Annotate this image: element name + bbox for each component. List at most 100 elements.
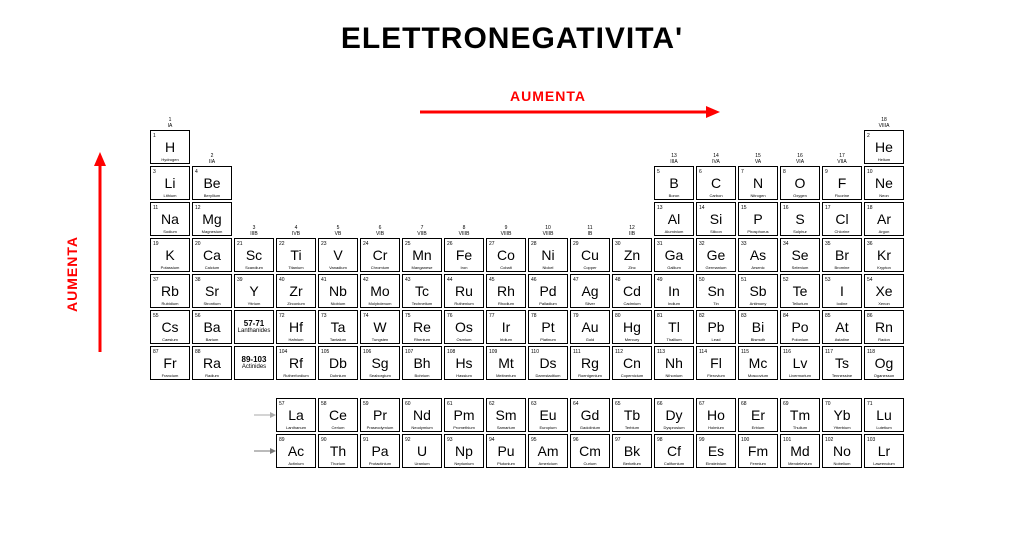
electronegativity-arrow-vertical: AUMENTA [94, 152, 124, 352]
element-Br: 35BrBromine [822, 238, 862, 272]
element-Yb: 70YbYtterbium [822, 398, 862, 432]
element-Cd: 48CdCadmium [612, 274, 652, 308]
element-Sg: 106SgSeaborgium [360, 346, 400, 380]
element-Nh: 113NhNihonium [654, 346, 694, 380]
element-Na: 11NaSodium [150, 202, 190, 236]
group-label-14: 14IVA [696, 154, 736, 165]
element-Fl: 114FlFlerovium [696, 346, 736, 380]
element-Og: 118OgOganesson [864, 346, 904, 380]
arrow-label-vertical: AUMENTA [64, 236, 80, 312]
element-In: 49InIndium [654, 274, 694, 308]
element-Bk: 97BkBerkelium [612, 434, 652, 468]
element-Pd: 46PdPalladium [528, 274, 568, 308]
element-Fe: 26FeIron [444, 238, 484, 272]
element-Cm: 96CmCurium [570, 434, 610, 468]
element-At: 85AtAstatine [822, 310, 862, 344]
group-label-10: 10VIIIB [528, 226, 568, 237]
element-Bi: 83BiBismuth [738, 310, 778, 344]
element-Np: 93NpNeptunium [444, 434, 484, 468]
element-Th: 90ThThorium [318, 434, 358, 468]
element-Rf: 104RfRutherfordium [276, 346, 316, 380]
element-Sr: 38SrStrontium [192, 274, 232, 308]
element-Y: 39YYttrium [234, 274, 274, 308]
element-Ga: 31GaGallium [654, 238, 694, 272]
element-K: 19KPotassium [150, 238, 190, 272]
element-Rb: 37RbRubidium [150, 274, 190, 308]
element-Db: 105DbDubnium [318, 346, 358, 380]
electronegativity-arrow-horizontal: AUMENTA [420, 106, 720, 126]
element-Hg: 80HgMercury [612, 310, 652, 344]
element-Zn: 30ZnZinc [612, 238, 652, 272]
element-C: 6CCarbon [696, 166, 736, 200]
group-label-18: 18VIIIA [864, 118, 904, 129]
group-label-12: 12IIB [612, 226, 652, 237]
element-Er: 68ErErbium [738, 398, 778, 432]
group-label-16: 16VIA [780, 154, 820, 165]
element-Tl: 81TlThallium [654, 310, 694, 344]
element-Al: 13AlAluminium [654, 202, 694, 236]
element-Ds: 110DsDarmstadtium [528, 346, 568, 380]
f-block: 57LaLanthanum58CeCerium59PrPraseodymium6… [276, 398, 906, 470]
element-Lu: 71LuLutetium [864, 398, 904, 432]
element-Ru: 44RuRuthenium [444, 274, 484, 308]
periodic-table: 1IA2IIA3IIIB4IVB5VB6VIB7VIIB8VIIIB9VIIIB… [150, 130, 930, 470]
element-Hs: 108HsHassium [444, 346, 484, 380]
element-Ba: 56BaBarium [192, 310, 232, 344]
element-H: 1HHydrogen [150, 130, 190, 164]
element-Am: 95AmAmericium [528, 434, 568, 468]
element-Li: 3LiLithium [150, 166, 190, 200]
element-Tm: 69TmThulium [780, 398, 820, 432]
element-Be: 4BeBeryllium [192, 166, 232, 200]
element-Ho: 67HoHolmium [696, 398, 736, 432]
group-label-6: 6VIB [360, 226, 400, 237]
arrow-right-icon [420, 106, 720, 118]
group-label-5: 5VB [318, 226, 358, 237]
element-Pt: 78PtPlatinum [528, 310, 568, 344]
element-Pa: 91PaProtactinium [360, 434, 400, 468]
element-B: 5BBoron [654, 166, 694, 200]
element-Ce: 58CeCerium [318, 398, 358, 432]
element-Cr: 24CrChromium [360, 238, 400, 272]
element-Dy: 66DyDysprosium [654, 398, 694, 432]
element-As: 33AsArsenic [738, 238, 778, 272]
group-label-17: 17VIIA [822, 154, 862, 165]
element-Ca: 20CaCalcium [192, 238, 232, 272]
element-Tb: 65TbTerbium [612, 398, 652, 432]
element-Mn: 25MnManganese [402, 238, 442, 272]
element-Es: 99EsEinsteinium [696, 434, 736, 468]
element-Tc: 43TcTechnetium [402, 274, 442, 308]
element-Ne: 10NeNeon [864, 166, 904, 200]
element-N: 7NNitrogen [738, 166, 778, 200]
element-Se: 34SeSelenium [780, 238, 820, 272]
element-Mt: 109MtMeitnerium [486, 346, 526, 380]
element-actinides: 89-103Actinides [234, 346, 274, 380]
element-Cn: 112CnCopernicium [612, 346, 652, 380]
f-block-connector [254, 398, 276, 475]
element-He: 2HeHelium [864, 130, 904, 164]
element-Eu: 63EuEuropium [528, 398, 568, 432]
element-Po: 84PoPolonium [780, 310, 820, 344]
element-Os: 76OsOsmium [444, 310, 484, 344]
element-No: 102NoNobelium [822, 434, 862, 468]
element-Mc: 115McMoscovium [738, 346, 778, 380]
element-Pb: 82PbLead [696, 310, 736, 344]
element-Te: 52TeTellurium [780, 274, 820, 308]
element-Md: 101MdMendelevium [780, 434, 820, 468]
element-Zr: 40ZrZirconium [276, 274, 316, 308]
group-label-3: 3IIIB [234, 226, 274, 237]
arrow-up-icon [94, 152, 106, 352]
group-label-2: 2IIA [192, 154, 232, 165]
element-Ta: 73TaTantalum [318, 310, 358, 344]
group-label-1: 1IA [150, 118, 190, 129]
element-Sm: 62SmSamarium [486, 398, 526, 432]
element-Mg: 12MgMagnesium [192, 202, 232, 236]
element-Cf: 98CfCalifornium [654, 434, 694, 468]
page-title: ELETTRONEGATIVITA' [0, 22, 1024, 56]
element-Au: 79AuGold [570, 310, 610, 344]
group-label-4: 4IVB [276, 226, 316, 237]
element-Cu: 29CuCopper [570, 238, 610, 272]
element-O: 8OOxygen [780, 166, 820, 200]
element-V: 23VVanadium [318, 238, 358, 272]
group-label-9: 9VIIIB [486, 226, 526, 237]
element-Ir: 77IrIridium [486, 310, 526, 344]
